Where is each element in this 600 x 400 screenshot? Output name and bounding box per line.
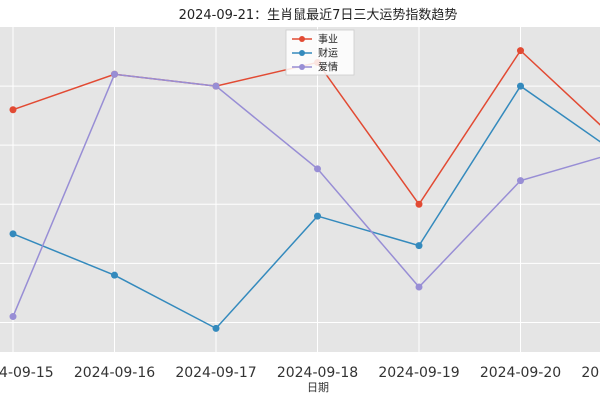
legend-swatch-marker bbox=[299, 36, 305, 42]
x-tick-labels: 2024-09-15 2024-09-16 2024-09-17 2024-09-18… bbox=[0, 365, 600, 381]
x-tick-label: 2024-09-16 bbox=[74, 365, 155, 381]
x-tick-label: 2024-09-15 bbox=[0, 365, 54, 381]
data-point bbox=[111, 271, 118, 279]
data-point bbox=[111, 70, 118, 78]
x-axis-label: 日期 bbox=[307, 381, 329, 394]
x-tick-label: 2024-09-21 bbox=[581, 365, 600, 381]
x-tick-label: 2024-09-19 bbox=[378, 365, 459, 381]
data-point bbox=[9, 313, 17, 321]
data-point bbox=[9, 230, 17, 238]
data-point bbox=[415, 200, 423, 208]
data-point bbox=[415, 283, 423, 291]
legend-label: 爱情 bbox=[318, 61, 338, 74]
x-tick-label: 2024-09-17 bbox=[175, 365, 256, 381]
data-point bbox=[212, 324, 220, 332]
legend-swatch-marker bbox=[299, 50, 305, 56]
plot-area bbox=[0, 27, 600, 352]
series-points bbox=[9, 47, 524, 332]
legend-label: 财运 bbox=[318, 47, 338, 60]
x-tick-label: 2024-09-20 bbox=[480, 365, 561, 381]
data-point bbox=[517, 47, 524, 55]
data-point bbox=[9, 106, 17, 114]
data-point bbox=[415, 242, 423, 250]
chart-title: 2024-09-21：生肖鼠最近7日三大运势指数趋势 bbox=[179, 7, 458, 23]
legend-swatch-marker bbox=[299, 64, 305, 70]
data-point bbox=[314, 212, 321, 220]
legend-label: 事业 bbox=[318, 33, 338, 46]
data-point bbox=[517, 177, 524, 185]
x-tick-label: 2024-09-18 bbox=[277, 365, 358, 381]
data-point bbox=[517, 82, 524, 90]
data-point bbox=[314, 165, 321, 173]
data-point bbox=[212, 82, 220, 90]
